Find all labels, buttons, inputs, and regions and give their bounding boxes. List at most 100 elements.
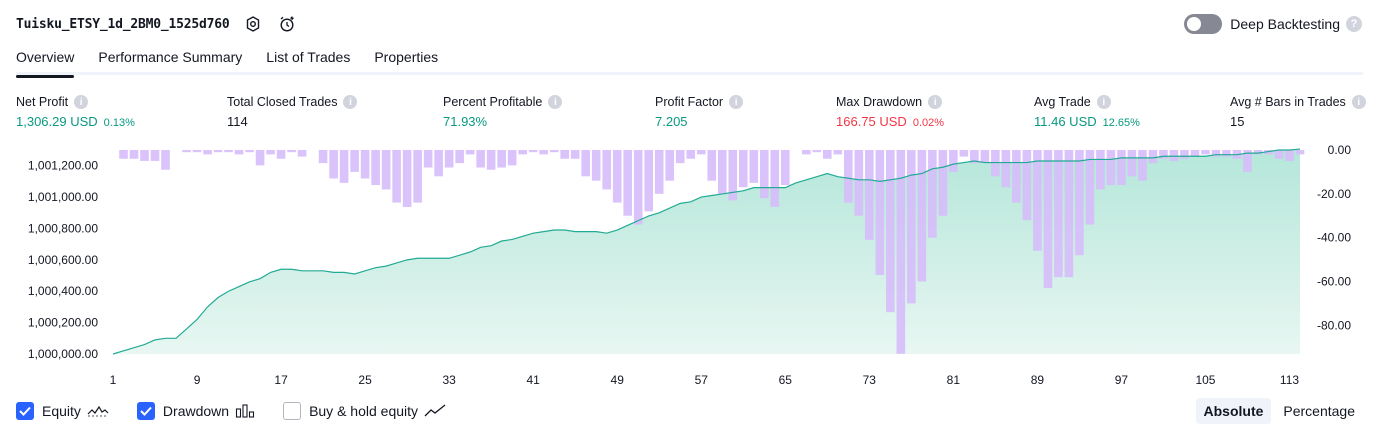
right-axis-tick-label: -60.00 <box>1317 274 1351 288</box>
deep-backtesting-label: Deep Backtesting <box>1230 16 1340 32</box>
drawdown-bar <box>728 150 738 201</box>
left-axis-tick-label: 1,001,000.00 <box>28 190 98 204</box>
drawdown-bar <box>1285 150 1294 161</box>
equity-line-icon <box>87 404 109 418</box>
drawdown-bar <box>371 150 380 186</box>
info-icon[interactable]: i <box>343 95 358 109</box>
drawdown-bar <box>602 150 612 190</box>
deep-backtesting-help-icon[interactable]: ? <box>1346 16 1362 32</box>
drawdown-bar <box>255 150 265 166</box>
drawdown-bar <box>759 150 769 199</box>
tab-properties[interactable]: Properties <box>374 49 439 65</box>
drawdown-bar <box>686 150 696 159</box>
drawdown-bar <box>140 150 149 161</box>
metric-percent: 12.65% <box>1102 117 1140 129</box>
left-axis-tick-label: 1,000,000.00 <box>28 347 98 361</box>
right-axis-tick-label: -80.00 <box>1317 318 1351 332</box>
info-icon[interactable]: i <box>1096 95 1111 109</box>
drawdown-bar <box>528 150 538 153</box>
info-icon[interactable]: i <box>928 95 943 109</box>
metric-value: 1,306.29 USD <box>16 114 98 129</box>
tab-list-of-trades[interactable]: List of Trades <box>266 49 351 65</box>
metric-label: Percent Profitable <box>443 95 543 109</box>
report-tabs: Overview Performance Summary List of Tra… <box>16 44 1363 78</box>
scale-switch: Absolute Percentage <box>1192 397 1364 425</box>
left-axis-tick-label: 1,000,800.00 <box>28 221 98 235</box>
x-axis-tick-label: 81 <box>947 373 961 387</box>
drawdown-bar <box>203 150 212 155</box>
drawdown-bar <box>938 150 948 216</box>
drawdown-bar <box>245 150 254 153</box>
info-icon[interactable]: i <box>74 95 89 109</box>
deep-backtesting-toggle[interactable] <box>1184 14 1223 34</box>
x-axis-tick-label: 97 <box>1115 373 1129 387</box>
drawdown-bar <box>434 150 443 177</box>
drawdown-bar <box>476 150 485 168</box>
info-icon[interactable]: i <box>729 95 744 109</box>
deep-backtesting-control: Deep Backtesting ? <box>1184 13 1362 35</box>
metric-avg-trade: Avg Trade i 11.46 USD 12.65% <box>1034 94 1140 132</box>
drawdown-bar <box>896 150 906 354</box>
x-axis-tick-label: 33 <box>442 373 456 387</box>
drawdown-bar <box>844 150 853 203</box>
drawdown-bar <box>780 150 790 186</box>
drawdown-bar <box>980 150 990 164</box>
equity-drawdown-chart[interactable]: 1,000,000.00 1,000,200.00 1,000,400.00 1,00… <box>0 140 1379 392</box>
add-alert-clock-icon[interactable] <box>276 13 298 35</box>
info-icon[interactable]: i <box>1351 95 1366 109</box>
x-axis-tick-label: 1 <box>110 373 117 387</box>
drawdown-checkbox[interactable] <box>136 402 155 420</box>
legend-buy-hold-equity[interactable]: Buy & hold equity <box>283 402 446 420</box>
buy-hold-line-icon <box>424 404 446 418</box>
drawdown-bar <box>1127 150 1137 177</box>
x-axis-tick-label: 41 <box>526 373 540 387</box>
drawdown-bar <box>339 150 349 183</box>
info-icon[interactable]: i <box>548 95 563 109</box>
drawdown-bar <box>402 150 412 207</box>
metric-label: Max Drawdown <box>836 95 923 109</box>
x-axis-tick-label: 9 <box>194 373 201 387</box>
chart-legend: Equity Drawdown Buy & hold equity <box>16 400 474 422</box>
drawdown-bar <box>654 150 664 194</box>
left-axis-tick-label: 1,000,400.00 <box>28 284 98 298</box>
tab-performance-summary[interactable]: Performance Summary <box>98 49 243 65</box>
drawdown-bar <box>266 150 275 155</box>
drawdown-bar <box>1169 150 1179 161</box>
drawdown-bar <box>665 150 675 181</box>
drawdown-bar <box>612 150 622 203</box>
drawdown-bar <box>1085 150 1095 225</box>
drawdown-bar <box>539 150 548 155</box>
drawdown-bar <box>1043 150 1053 289</box>
x-axis-tick-label: 49 <box>611 373 625 387</box>
buy-hold-checkbox[interactable] <box>283 402 302 420</box>
tab-overview[interactable]: Overview <box>16 44 75 78</box>
drawdown-bar <box>833 150 843 155</box>
percentage-button[interactable]: Percentage <box>1283 403 1355 419</box>
x-axis-tick-label: 89 <box>1031 373 1045 387</box>
drawdown-bar <box>329 150 338 179</box>
metric-avg-bars-in-trades: Avg # Bars in Trades i 15 <box>1230 94 1366 132</box>
drawdown-bar <box>1012 150 1021 203</box>
x-axis-tick-label: 17 <box>274 373 288 387</box>
drawdown-bar <box>1274 150 1284 159</box>
drawdown-bar <box>350 150 359 172</box>
x-axis-tick-label: 105 <box>1195 373 1215 387</box>
drawdown-bar <box>1180 150 1189 159</box>
metric-percent: 0.13% <box>103 117 135 129</box>
legend-equity[interactable]: Equity <box>16 402 109 420</box>
left-axis-tick-label: 1,000,200.00 <box>28 316 98 330</box>
drawdown-bar <box>1295 150 1305 155</box>
right-axis-tick-label: -40.00 <box>1317 231 1351 245</box>
drawdown-bar <box>392 150 401 203</box>
settings-gear-icon[interactable] <box>242 13 264 35</box>
absolute-button[interactable]: Absolute <box>1195 398 1272 424</box>
metric-value: 15 <box>1230 114 1245 129</box>
drawdown-bar <box>970 150 979 164</box>
legend-drawdown[interactable]: Drawdown <box>136 402 255 420</box>
drawdown-bar <box>518 150 527 155</box>
drawdown-bar <box>129 150 139 159</box>
equity-checkbox[interactable] <box>16 402 34 420</box>
metric-label: Avg # Bars in Trades <box>1230 95 1346 109</box>
drawdown-bar <box>801 150 811 155</box>
drawdown-bar <box>423 150 433 168</box>
